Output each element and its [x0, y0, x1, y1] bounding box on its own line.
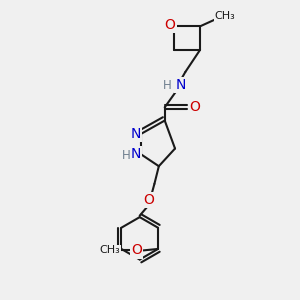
Text: O: O — [190, 100, 200, 114]
Text: O: O — [165, 18, 176, 32]
Text: CH₃: CH₃ — [99, 245, 120, 255]
Text: H: H — [163, 79, 172, 92]
Text: N: N — [175, 78, 185, 92]
Text: H: H — [122, 149, 131, 162]
Text: N: N — [131, 127, 141, 141]
Text: CH₃: CH₃ — [215, 11, 236, 21]
Text: N: N — [131, 147, 141, 161]
Text: O: O — [143, 193, 154, 207]
Text: O: O — [131, 243, 142, 257]
